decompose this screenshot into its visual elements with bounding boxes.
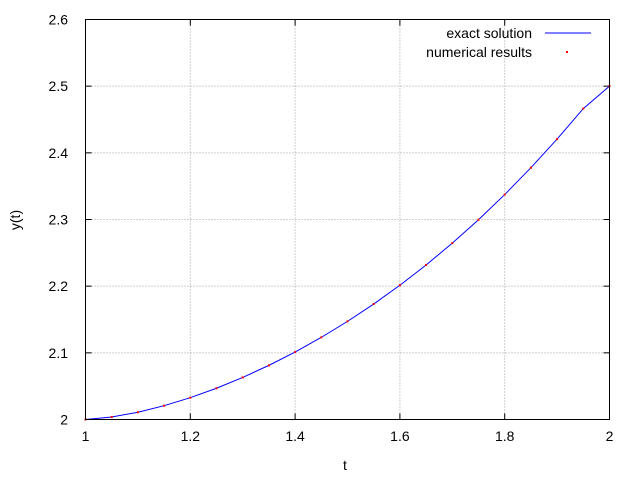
plot-frame [85,19,610,420]
series-point-numerical [451,242,454,245]
series-point-numerical [241,376,244,379]
series-point-numerical [372,303,375,306]
legend-label: exact solution [446,25,532,41]
series-layer [84,85,611,421]
x-tick-label: 1 [82,428,90,444]
x-tick-label: 1.6 [390,428,410,444]
y-tick-label: 2.4 [49,145,69,161]
series-point-numerical [136,411,139,414]
x-tick-label: 2 [606,428,614,444]
legend-label: numerical results [426,44,532,60]
y-tick-label: 2.1 [49,345,69,361]
series-point-numerical [425,263,428,266]
y-tick-label: 2 [60,412,68,428]
grid [85,19,610,420]
x-axis-label: t [343,457,347,473]
y-axis-label: y(t) [7,210,23,230]
series-line-exact-solution [85,85,610,420]
x-tick-label: 1.2 [181,428,201,444]
series-point-numerical [398,284,401,287]
series-point-numerical [320,336,323,339]
series-point-numerical [477,218,480,221]
series-point-numerical [582,107,585,110]
y-tick-label: 2.5 [49,78,69,94]
series-point-numerical [556,138,559,141]
y-tick-label: 2.6 [49,12,69,28]
ticks: 1 1.2 1.4 1.6 1.8 2 2 2.1 2.2 2.3 2.4 2.5 2.6 [49,12,614,445]
legend: exact solution numerical results [426,25,591,60]
series-point-numerical [346,320,349,323]
y-tick-label: 2.3 [49,212,69,228]
legend-point-swatch [566,51,568,53]
series-point-numerical [503,193,506,196]
series-point-numerical [189,396,192,399]
x-tick-label: 1.4 [285,428,305,444]
series-point-numerical [110,415,113,418]
series-point-numerical [267,364,270,367]
series-point-numerical [294,351,297,354]
x-tick-label: 1.8 [495,428,515,444]
y-tick-label: 2.2 [49,278,69,294]
series-point-numerical [529,166,532,169]
series-point-numerical [163,404,166,407]
series-point-numerical [215,387,218,390]
